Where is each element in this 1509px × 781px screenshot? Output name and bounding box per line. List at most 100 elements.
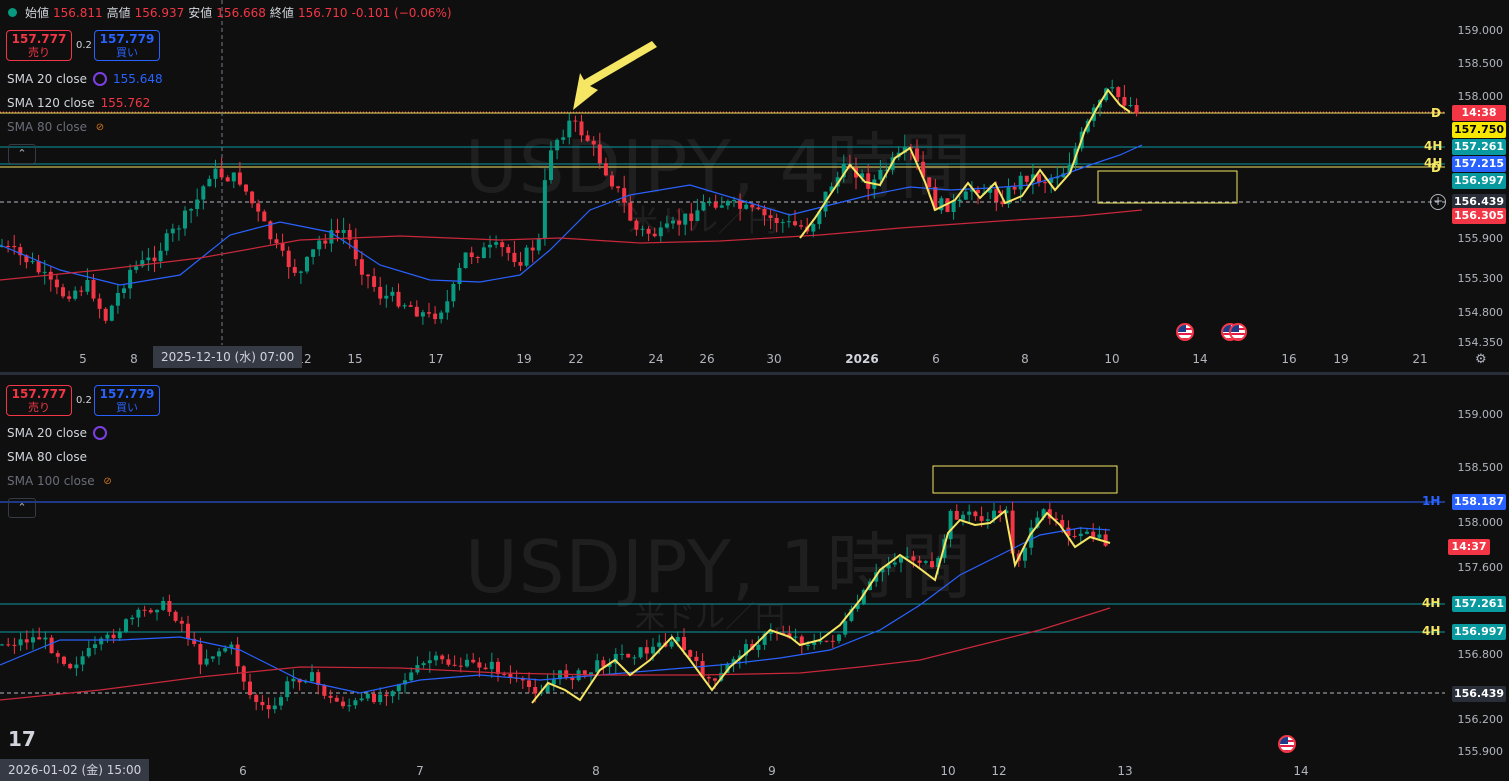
collapse-legend-button[interactable]: ⌃ — [8, 144, 36, 164]
candle-body — [297, 678, 302, 683]
refresh-icon[interactable] — [93, 72, 107, 86]
chart-pane-1h[interactable]: USDJPY, 1時間 米ドル／円 157.777 売り 0.2 157.779 買… — [0, 375, 1509, 781]
candle-body — [347, 229, 352, 240]
price-tag: 157.750 — [1452, 122, 1506, 138]
price-tag: 156.439 — [1452, 686, 1506, 702]
price-tag: 156.439 — [1452, 194, 1506, 210]
wave-annotation-line — [531, 509, 1111, 704]
candle-body — [570, 677, 575, 681]
price-plot-4h[interactable] — [0, 0, 1509, 372]
candle-body — [601, 660, 606, 667]
candle-body — [433, 313, 438, 320]
candle-body — [695, 210, 700, 221]
candle-body — [694, 656, 699, 662]
candle-body — [1012, 186, 1017, 190]
price-tick-label: 155.900 — [1457, 232, 1504, 245]
candle-body — [880, 568, 885, 573]
indicator-label: SMA 80 close — [7, 120, 87, 134]
candle-body — [1122, 97, 1127, 106]
collapse-legend-button[interactable]: ⌃ — [8, 498, 36, 518]
indicator-sma20[interactable]: SMA 20 close — [7, 426, 107, 440]
candle-body — [67, 296, 72, 299]
candle-body — [936, 557, 941, 568]
eye-off-icon[interactable]: ⊘ — [103, 475, 112, 487]
candle-body — [256, 203, 261, 212]
candle-body — [244, 184, 248, 192]
tradingview-logo[interactable]: 17 — [8, 727, 36, 751]
candle-body — [945, 198, 950, 212]
candle-body — [524, 247, 529, 266]
price-plot-1h[interactable] — [0, 375, 1509, 781]
candle-body — [1023, 547, 1027, 561]
price-tick-label: 159.000 — [1457, 408, 1504, 421]
market-status-icon — [8, 8, 17, 17]
price-tick-label: 156.800 — [1457, 648, 1504, 661]
price-tag: 157.215 — [1452, 156, 1506, 172]
candle-body — [390, 691, 395, 697]
candle-body — [744, 644, 748, 656]
indicator-sma80[interactable]: SMA 80 close — [7, 450, 87, 464]
chart-pane-4h[interactable]: USDJPY, 4時間 米ドル／円 始値 156.811 高値 156.937 安値… — [0, 0, 1509, 372]
candle-body — [1103, 534, 1108, 546]
candle-body — [774, 217, 779, 223]
candle-body — [322, 684, 327, 696]
sell-button[interactable]: 157.777 売り — [6, 30, 72, 61]
settings-gear-icon[interactable]: ⚙ — [1475, 352, 1487, 367]
sell-button[interactable]: 157.777 売り — [6, 385, 72, 416]
candle-body — [1134, 105, 1139, 114]
time-tick-label: 12 — [991, 764, 1007, 778]
candle-body — [173, 611, 178, 621]
candle-body — [1054, 518, 1058, 521]
indicator-label: SMA 20 close — [7, 72, 87, 86]
target-zone-box — [932, 465, 1118, 494]
candle-body — [927, 177, 932, 188]
time-tick-label: 8 — [592, 764, 600, 778]
candle-body — [1024, 175, 1029, 182]
candle-body — [0, 245, 4, 247]
candle-body — [921, 161, 926, 178]
price-tick-label: 155.300 — [1457, 272, 1504, 285]
eye-off-icon[interactable]: ⊘ — [95, 121, 105, 133]
indicator-sma100[interactable]: SMA 100 close ⊘ — [7, 474, 115, 488]
candle-body — [1029, 527, 1034, 548]
candle-body — [812, 642, 817, 645]
add-alert-plus-icon[interactable]: + — [1430, 194, 1446, 210]
candle-body — [291, 678, 296, 682]
target-zone-box — [1097, 170, 1238, 204]
candle-body — [481, 247, 486, 259]
candle-body — [414, 306, 419, 317]
indicator-sma120[interactable]: SMA 120 close 155.762 — [7, 96, 150, 110]
candle-body — [250, 191, 255, 204]
us-flag-event-icon[interactable] — [1229, 323, 1247, 341]
candle-body — [451, 283, 456, 302]
buy-label: 買い — [116, 401, 138, 414]
candle-body — [707, 202, 712, 204]
candle-body — [217, 651, 221, 657]
time-tick-label: 2026 — [845, 352, 879, 366]
candle-body — [551, 679, 556, 685]
sma20-line — [0, 144, 1143, 286]
pane-divider[interactable] — [0, 372, 1509, 375]
candle-body — [1055, 177, 1060, 179]
candle-body — [706, 677, 711, 679]
us-flag-event-icon[interactable] — [1278, 735, 1296, 753]
candle-body — [18, 639, 23, 646]
candle-body — [963, 191, 968, 200]
time-tick-label: 26 — [699, 352, 715, 366]
us-flag-event-icon[interactable] — [1176, 323, 1194, 341]
indicator-sma20[interactable]: SMA 20 close 155.648 — [7, 72, 163, 86]
candle-body — [420, 312, 425, 317]
time-tick-label: 9 — [768, 764, 776, 778]
candle-body — [954, 510, 959, 520]
buy-button[interactable]: 157.779 買い — [94, 30, 160, 61]
candle-body — [311, 249, 316, 257]
candle-body — [884, 169, 889, 171]
candle-body — [620, 653, 624, 655]
candle-body — [658, 227, 663, 237]
refresh-icon[interactable] — [93, 426, 107, 440]
candle-body — [158, 250, 163, 262]
buy-button[interactable]: 157.779 買い — [94, 385, 160, 416]
candle-body — [109, 305, 114, 321]
candle-body — [626, 653, 631, 658]
indicator-sma80[interactable]: SMA 80 close ⊘ — [7, 120, 107, 134]
